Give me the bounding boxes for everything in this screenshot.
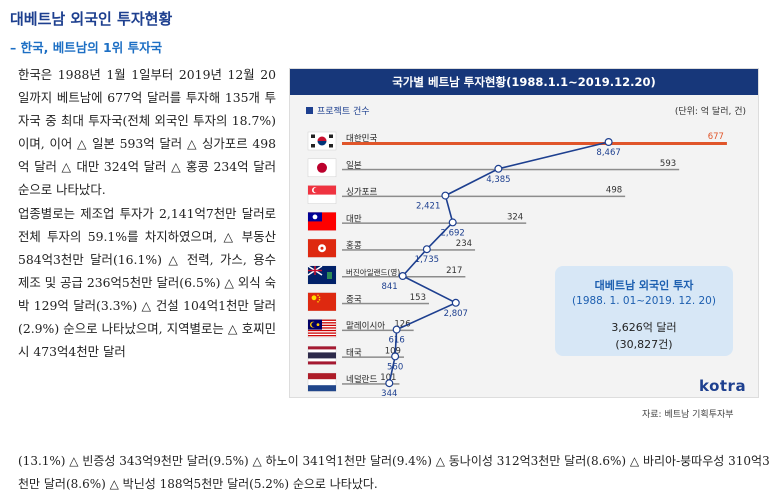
bar [342, 329, 414, 332]
project-point [385, 379, 394, 388]
project-value-label: 1,735 [415, 255, 439, 265]
category-label: 일본 [346, 161, 362, 171]
chart-unit: (단위: 억 달러, 건) [674, 107, 746, 117]
paragraph-2: 업종별로는 제조업 투자가 2,141억7천만 달러로 전체 투자의 59.1%… [18, 205, 276, 360]
bar-value-label: 234 [456, 239, 472, 249]
bvi-flag [307, 265, 337, 285]
project-point [441, 191, 450, 200]
legend-label: 프로젝트 건수 [317, 107, 370, 117]
project-value-label: 841 [381, 282, 397, 292]
project-point [398, 272, 407, 281]
bar [342, 222, 527, 224]
category-label: 태국 [346, 348, 362, 358]
summary-count: (30,827건) [615, 338, 673, 351]
korea-flag [307, 131, 337, 151]
category-label: 대한민국 [346, 133, 377, 144]
project-value-label: 2,692 [441, 228, 465, 238]
legend-square-icon [306, 107, 313, 114]
bar [342, 249, 476, 251]
japan-flag [307, 158, 337, 178]
category-label: 중국 [346, 295, 362, 305]
category-label: 홍콩 [346, 240, 362, 251]
project-value-label: 616 [389, 336, 405, 346]
project-value-label: 560 [387, 362, 403, 372]
project-point [494, 164, 503, 173]
bar [342, 195, 626, 198]
bar-value-label: 498 [606, 186, 622, 196]
project-value-label: 344 [381, 389, 397, 399]
summary-title: 대베트남 외국인 투자 [594, 279, 694, 292]
project-point [448, 218, 457, 227]
project-value-label: 8,467 [596, 148, 620, 158]
summary-box: 대베트남 외국인 투자 (1988. 1. 01~2019. 12. 20) 3… [555, 266, 733, 356]
china-flag [307, 292, 337, 312]
article-subheading: – 한국, 베트남의 1위 투자국 [10, 40, 163, 55]
project-point [451, 298, 460, 307]
bar-value-label: 677 [708, 132, 724, 142]
summary-amount: 3,626억 달러 [611, 321, 677, 334]
category-label: 대만 [346, 214, 362, 224]
bar-value-label: 153 [410, 293, 426, 303]
category-label: 네덜란드 [346, 374, 377, 385]
bar-value-label: 109 [385, 346, 401, 356]
bar [342, 302, 429, 305]
article-body: 한국은 1988년 1월 1일부터 2019년 12월 20일까지 베트남에 6… [18, 63, 276, 363]
thailand-flag [307, 346, 337, 365]
project-point [392, 325, 401, 334]
bar-value-label: 324 [507, 212, 523, 222]
project-point [391, 352, 400, 361]
summary-period: (1988. 1. 01~2019. 12. 20) [572, 295, 716, 307]
bar-value-label: 101 [380, 373, 396, 383]
bar [342, 383, 400, 385]
bar-value-label: 593 [660, 159, 676, 169]
category-label: 말레이시아 [346, 321, 385, 332]
singapore-flag [307, 185, 337, 204]
netherlands-flag [307, 372, 337, 392]
bar-value-label: 217 [446, 266, 462, 276]
project-value-label: 2,421 [416, 202, 440, 212]
chart-legend: 프로젝트 건수 [306, 104, 370, 117]
malaysia-flag [307, 319, 337, 338]
chart-source: 자료: 베트남 기획투자부 [642, 410, 734, 420]
bar [342, 356, 404, 358]
project-point [422, 245, 431, 254]
bar-value-label: 126 [394, 320, 410, 330]
chart-title: 국가별 베트남 투자현황(1988.1.1~2019.12.20) [290, 69, 758, 95]
investment-chart: 국가별 베트남 투자현황(1988.1.1~2019.12.20) 프로젝트 건… [289, 68, 759, 399]
paragraph-1: 한국은 1988년 1월 1일부터 2019년 12월 20일까지 베트남에 6… [18, 67, 276, 198]
project-value-label: 4,385 [486, 175, 510, 185]
bar [342, 168, 680, 171]
taiwan-flag [307, 212, 337, 231]
project-value-label: 2,807 [444, 309, 468, 319]
bar [342, 142, 727, 145]
paragraph-2-continuation: (13.1%) △ 빈증성 343억9천만 달러(9.5%) △ 하노이 341… [18, 454, 770, 491]
projects-line [388, 141, 609, 384]
project-point [604, 137, 613, 146]
category-label: 버진아일랜드(영) [346, 267, 400, 277]
chart-plot: 677 대한민국 593 일본 498 싱가포르 324 대만 234 홍콩 217 버진아일랜드(영… [307, 131, 727, 399]
hongkong-flag [307, 238, 337, 258]
category-label: 싱가포르 [346, 187, 377, 198]
article-heading: 대베트남 외국인 투자현황 [10, 10, 173, 28]
kotra-logo: kotra [699, 377, 747, 395]
